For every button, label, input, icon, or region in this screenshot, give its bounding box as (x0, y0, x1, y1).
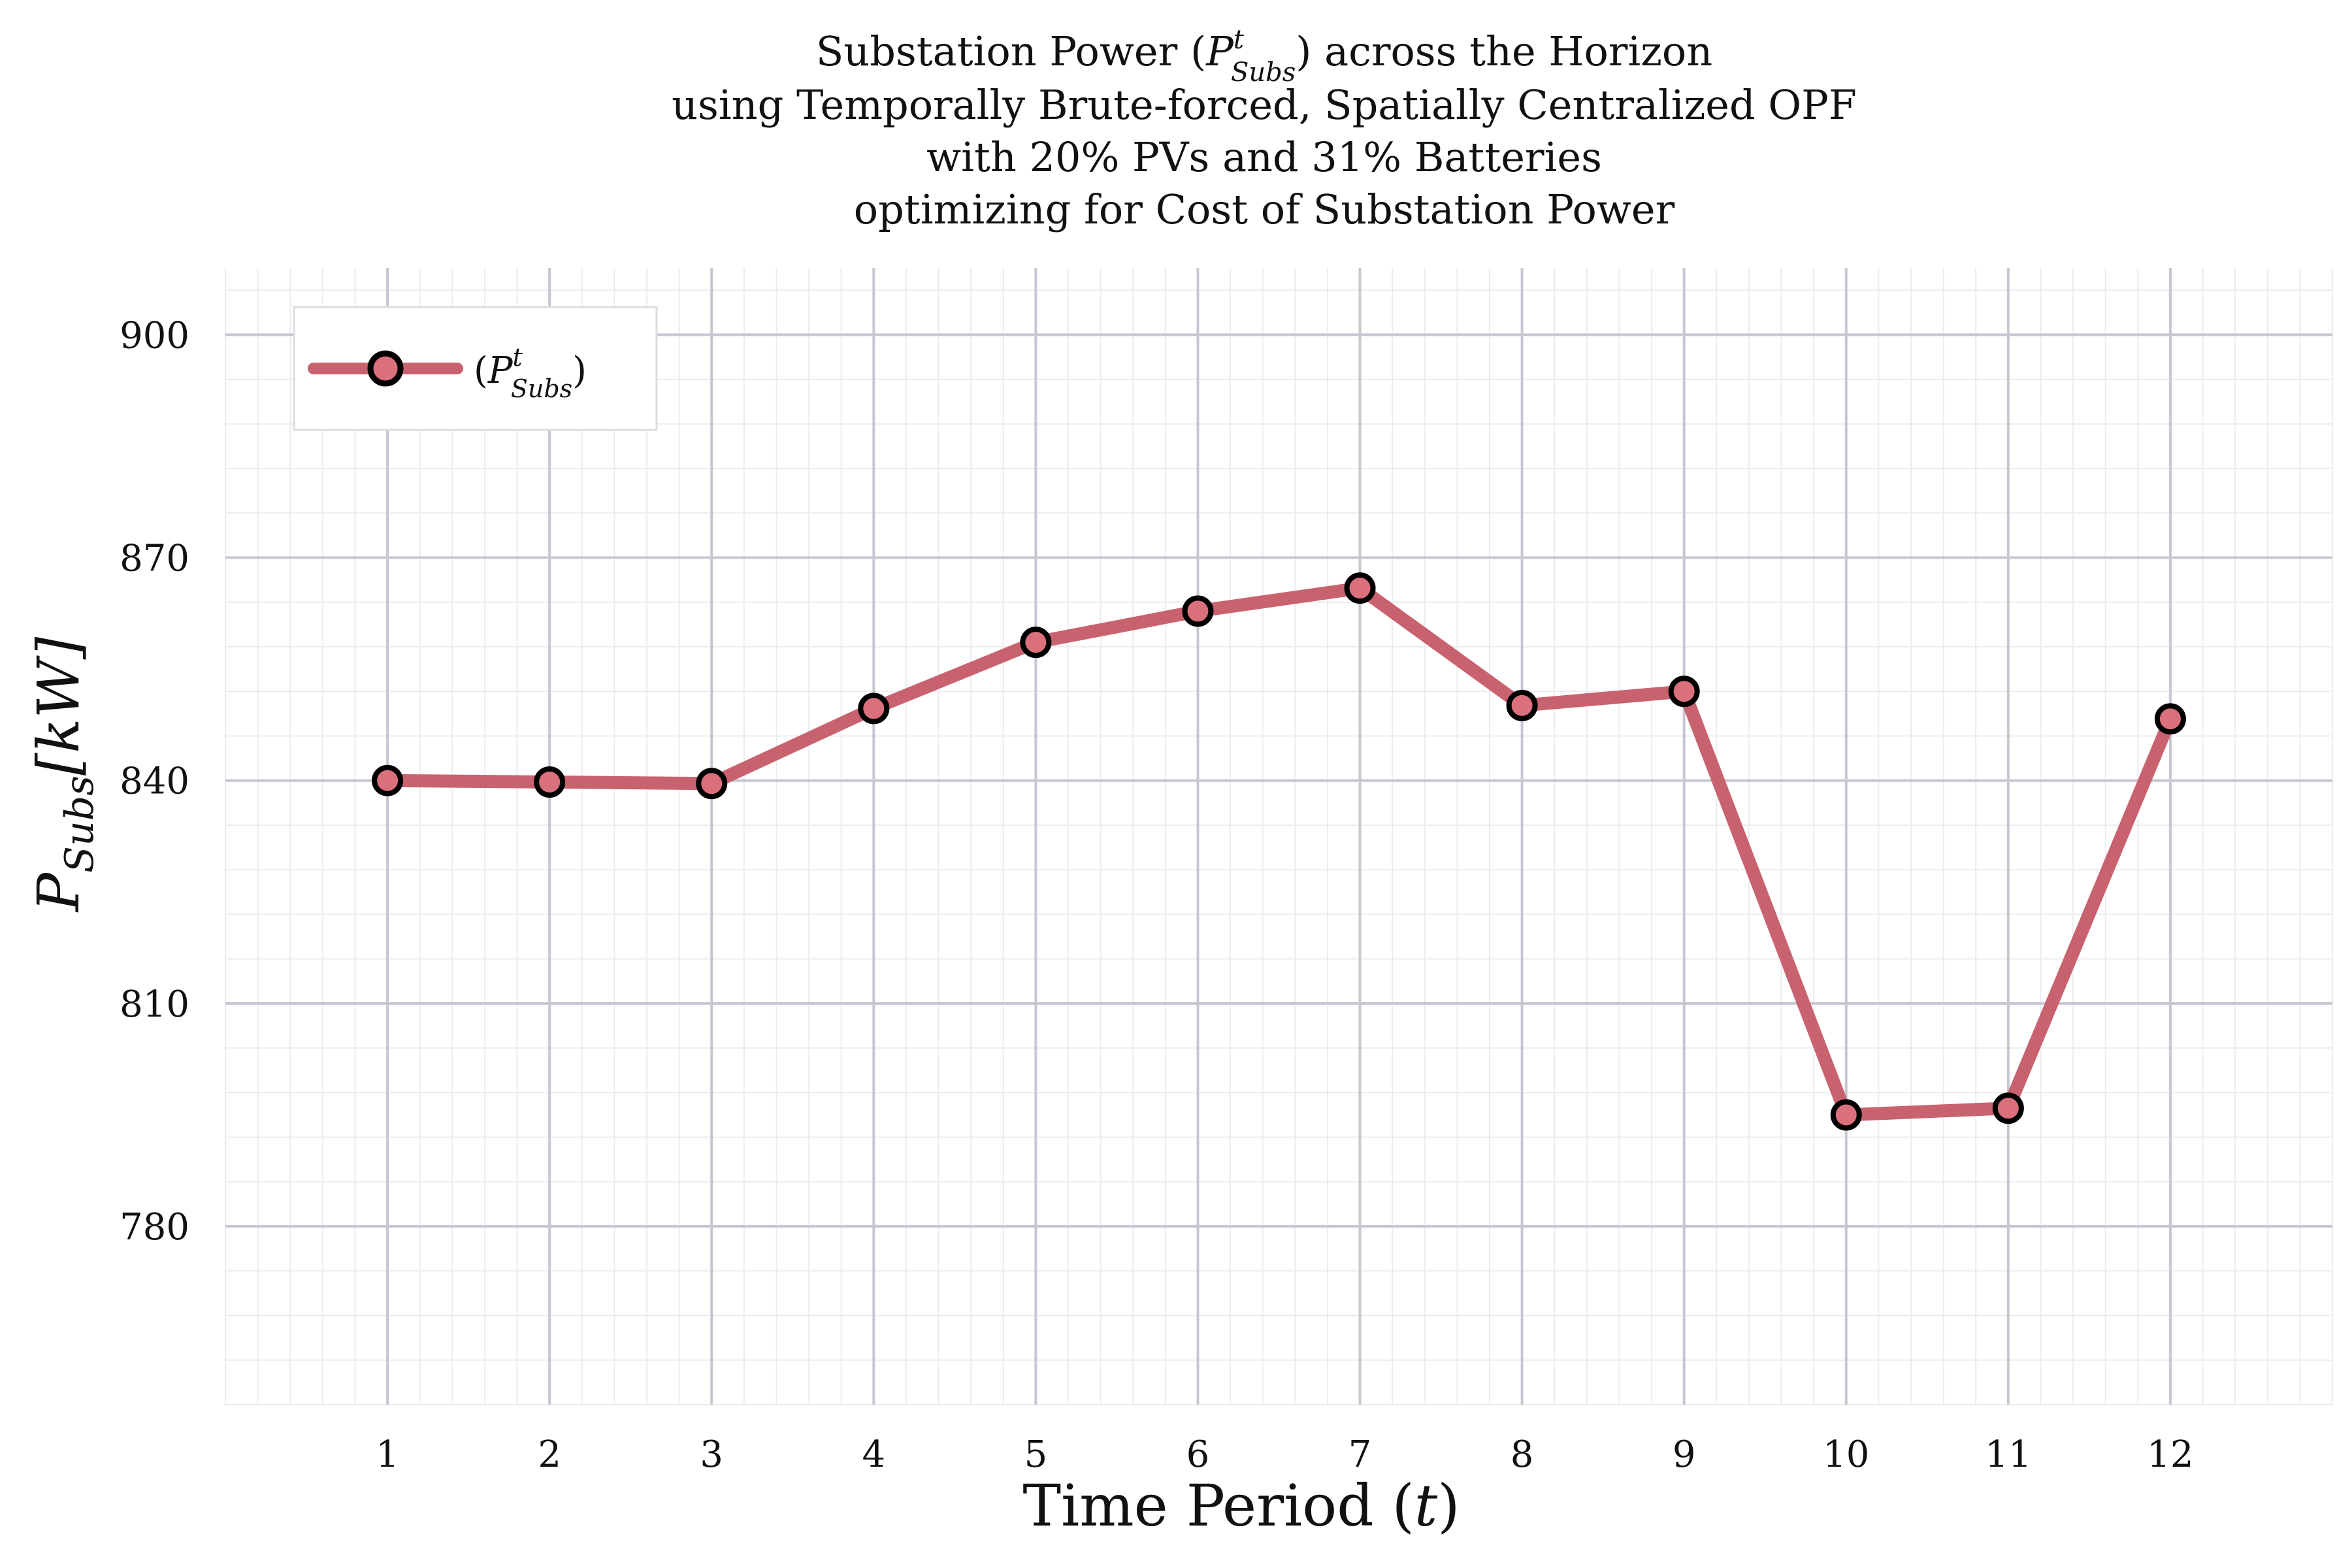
x-tick-label: 6 (1186, 1433, 1210, 1476)
y-tick-label: 900 (120, 314, 189, 357)
legend-marker-swatch (367, 350, 404, 387)
data-point (1344, 572, 1376, 604)
x-tick-label: 5 (1024, 1433, 1048, 1476)
data-point (1020, 627, 1052, 659)
data-point (1830, 1099, 1862, 1131)
title-line-4: optimizing for Cost of Substation Power (854, 186, 1675, 233)
y-axis-title: PSubs[kW] (25, 636, 103, 913)
x-tick-label: 7 (1348, 1433, 1372, 1476)
y-tick-label: 810 (120, 983, 189, 1026)
data-point (696, 768, 728, 800)
major-grid (225, 268, 2332, 1405)
x-tick-label: 1 (376, 1433, 399, 1476)
minor-grid (225, 268, 2333, 1405)
x-axis-title: Time Period (t) (1022, 1472, 1460, 1539)
title-line-3: with 20% PVs and 31% Batteries (926, 133, 1602, 181)
series-line (381, 581, 2177, 1122)
x-tick-label: 4 (862, 1433, 885, 1476)
x-tick-label: 3 (700, 1433, 723, 1476)
data-point (372, 764, 404, 796)
x-tick-label: 8 (1511, 1433, 1534, 1476)
data-point (534, 766, 566, 798)
y-tick-label: 780 (120, 1206, 189, 1249)
x-tick-label: 9 (1673, 1433, 1696, 1476)
x-axis-ticks: 1 2 3 4 5 6 7 8 9 10 11 12 (376, 1433, 2193, 1476)
title-line-1: Substation Power (Pt Subs) across the Hor… (816, 25, 1712, 88)
y-tick-label: 840 (120, 760, 189, 803)
data-point (2154, 703, 2186, 735)
x-tick-label: 12 (2147, 1433, 2193, 1476)
data-point (858, 693, 890, 725)
chart-title: Substation Power (Pt Subs) across the Hor… (672, 25, 1857, 233)
y-tick-label: 870 (120, 538, 189, 580)
data-point (1182, 595, 1214, 627)
legend: (Pt Subs) (293, 306, 658, 431)
title-line-2: using Temporally Brute-forced, Spatially… (672, 81, 1857, 129)
legend-label: (Pt Subs) (474, 343, 587, 403)
x-tick-label: 11 (1985, 1433, 2031, 1476)
data-point (1668, 676, 1700, 708)
series-layer (372, 572, 2186, 1131)
x-tick-label: 10 (1823, 1433, 1869, 1476)
y-axis-ticks: 780 810 840 870 900 (120, 314, 189, 1249)
x-tick-label: 2 (538, 1433, 561, 1476)
data-point (1992, 1092, 2024, 1124)
data-point (1506, 689, 1538, 721)
